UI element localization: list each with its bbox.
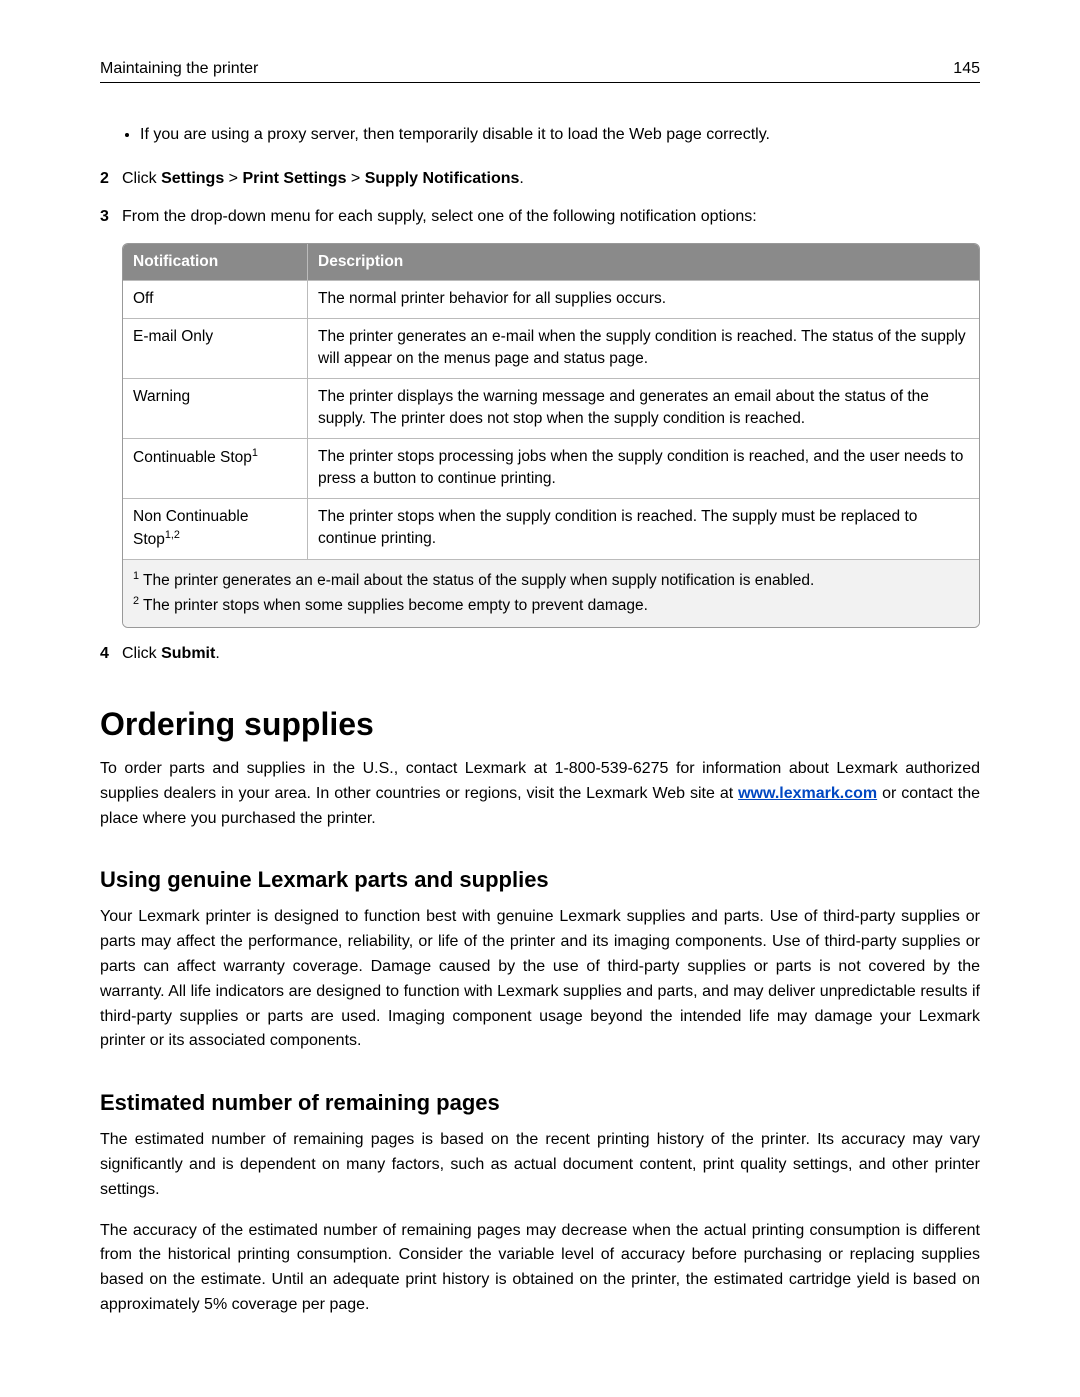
section-title: Maintaining the printer bbox=[100, 60, 258, 78]
table-row: Non Continuable Stop1,2 The printer stop… bbox=[123, 498, 979, 559]
ordering-supplies-heading: Ordering supplies bbox=[100, 706, 980, 743]
step-number: 4 bbox=[100, 642, 122, 666]
notification-table: Notification Description Off The normal … bbox=[122, 243, 980, 628]
breadcrumb-part: Print Settings bbox=[242, 170, 346, 187]
footnote-text: The printer generates an e-mail about th… bbox=[139, 572, 814, 589]
footnote-ref: 1 bbox=[252, 447, 258, 459]
step-text: Click bbox=[122, 645, 161, 662]
footnote-1: 1 The printer generates an e-mail about … bbox=[133, 569, 969, 593]
step-body: From the drop-down menu for each supply,… bbox=[122, 205, 980, 229]
cell-text: Non Continuable Stop bbox=[133, 508, 248, 549]
proxy-note: If you are using a proxy server, then te… bbox=[140, 123, 980, 147]
step-body: Click Submit. bbox=[122, 642, 980, 666]
table-row: E-mail Only The printer generates an e-m… bbox=[123, 318, 979, 378]
breadcrumb-sep: > bbox=[346, 170, 364, 187]
remaining-pages-heading: Estimated number of remaining pages bbox=[100, 1090, 980, 1116]
cell-description: The printer stops when the supply condit… bbox=[308, 499, 979, 559]
submit-label: Submit bbox=[161, 645, 215, 662]
page-number: 145 bbox=[953, 60, 980, 78]
footnote-text: The printer stops when some supplies bec… bbox=[139, 598, 648, 615]
step-4: 4 Click Submit. bbox=[100, 642, 980, 666]
genuine-parts-paragraph: Your Lexmark printer is designed to func… bbox=[100, 905, 980, 1054]
cell-description: The normal printer behavior for all supp… bbox=[308, 281, 979, 317]
table-footnotes: 1 The printer generates an e-mail about … bbox=[123, 559, 979, 627]
cell-notification: Off bbox=[123, 281, 308, 317]
table-header: Notification Description bbox=[123, 244, 979, 280]
cell-notification: Continuable Stop1 bbox=[123, 439, 308, 498]
step-3: 3 From the drop-down menu for each suppl… bbox=[100, 205, 980, 229]
table-row: Off The normal printer behavior for all … bbox=[123, 280, 979, 317]
page-container: Maintaining the printer 145 If you are u… bbox=[0, 0, 1080, 1394]
remaining-p2: The accuracy of the estimated number of … bbox=[100, 1219, 980, 1318]
step-suffix: . bbox=[215, 645, 219, 662]
cell-notification: E-mail Only bbox=[123, 319, 308, 378]
step-number: 2 bbox=[100, 167, 122, 191]
genuine-parts-heading: Using genuine Lexmark parts and supplies bbox=[100, 867, 980, 893]
step-2: 2 Click Settings > Print Settings > Supp… bbox=[100, 167, 980, 191]
step-text: Click bbox=[122, 170, 161, 187]
cell-notification: Non Continuable Stop1,2 bbox=[123, 499, 308, 559]
cell-description: The printer generates an e-mail when the… bbox=[308, 319, 979, 378]
breadcrumb-part: Supply Notifications bbox=[365, 170, 520, 187]
lexmark-link[interactable]: www.lexmark.com bbox=[738, 785, 877, 802]
header-description: Description bbox=[308, 244, 979, 280]
table-row: Warning The printer displays the warning… bbox=[123, 378, 979, 438]
header-notification: Notification bbox=[123, 244, 308, 280]
cell-notification: Warning bbox=[123, 379, 308, 438]
step-number: 3 bbox=[100, 205, 122, 229]
table-row: Continuable Stop1 The printer stops proc… bbox=[123, 438, 979, 498]
step-body: Click Settings > Print Settings > Supply… bbox=[122, 167, 980, 191]
breadcrumb-part: Settings bbox=[161, 170, 224, 187]
breadcrumb-sep: > bbox=[224, 170, 242, 187]
ordering-intro: To order parts and supplies in the U.S.,… bbox=[100, 757, 980, 831]
remaining-p1: The estimated number of remaining pages … bbox=[100, 1128, 980, 1202]
cell-description: The printer displays the warning message… bbox=[308, 379, 979, 438]
proxy-note-list: If you are using a proxy server, then te… bbox=[100, 123, 980, 147]
page-header: Maintaining the printer 145 bbox=[100, 60, 980, 83]
footnote-2: 2 The printer stops when some supplies b… bbox=[133, 594, 969, 618]
cell-text: Continuable Stop bbox=[133, 449, 252, 466]
cell-description: The printer stops processing jobs when t… bbox=[308, 439, 979, 498]
step-suffix: . bbox=[519, 170, 523, 187]
footnote-ref: 1,2 bbox=[165, 529, 180, 541]
